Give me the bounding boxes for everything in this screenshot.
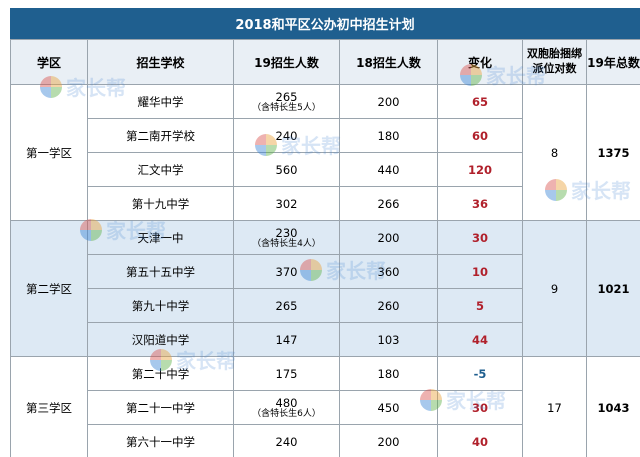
table-row: 第三学区 第二十中学 175 180 -5 17 1043 xyxy=(10,356,640,457)
header-school: 招生学校 xyxy=(87,39,234,85)
change-cell: 65 xyxy=(437,84,523,119)
enroll-2019-cell: 265 xyxy=(233,288,340,323)
enroll-2019-cell: 230 （含特长生4人） xyxy=(233,220,340,255)
school-cell: 汉阳道中学 xyxy=(87,322,234,357)
header-twins-line2: 派位对数 xyxy=(532,62,577,75)
enroll-2019-value: 230 xyxy=(275,225,298,240)
enroll-2019-value: 175 xyxy=(275,366,298,381)
enroll-2018-cell: 440 xyxy=(339,152,438,187)
page-title: 2018和平区公办初中招生计划 xyxy=(10,8,640,39)
header-change: 变化 xyxy=(437,39,523,85)
enroll-2018-cell: 180 xyxy=(339,118,438,153)
enroll-2018-cell: 180 xyxy=(339,356,438,391)
header-twins-line1: 双胞胎捆绑 xyxy=(527,47,582,61)
enroll-2019-cell: 240 xyxy=(233,118,340,153)
enroll-2018-cell: 450 xyxy=(339,390,438,425)
enroll-2019-cell: 240 xyxy=(233,424,340,457)
table-row: 第二学区 天津一中 230 （含特长生4人） 200 30 9 1021 xyxy=(10,220,640,357)
total-cell: 1375 xyxy=(586,84,640,221)
header-2019: 19招生人数 xyxy=(233,39,340,85)
table-row: 第一学区 耀华中学 265 （含特长生5人） 200 65 8 1375 xyxy=(10,84,640,221)
change-cell: 44 xyxy=(437,322,523,357)
enroll-2019-cell: 175 xyxy=(233,356,340,391)
enroll-2019-cell: 480 （含特长生6人） xyxy=(233,390,340,425)
enroll-2019-cell: 265 （含特长生5人） xyxy=(233,84,340,119)
enroll-2019-cell: 370 xyxy=(233,254,340,289)
enroll-2019-value: 147 xyxy=(275,332,298,347)
school-cell: 第十九中学 xyxy=(87,186,234,221)
header-row: 学区 招生学校 19招生人数 18招生人数 变化 双胞胎捆绑 派位对数 19年总… xyxy=(10,39,640,85)
twins-cell: 8 xyxy=(522,84,587,221)
total-cell: 1021 xyxy=(586,220,640,357)
change-cell: 10 xyxy=(437,254,523,289)
enroll-2019-value: 240 xyxy=(275,434,298,449)
enroll-2018-cell: 200 xyxy=(339,220,438,255)
table-row: 汇文中学 560 440 120 xyxy=(11,152,640,187)
enrollment-table: 学区 招生学校 19招生人数 18招生人数 变化 双胞胎捆绑 派位对数 19年总… xyxy=(10,39,640,457)
enroll-2018-cell: 103 xyxy=(339,322,438,357)
enroll-2018-cell: 200 xyxy=(339,424,438,457)
specialty-note: （含特长生4人） xyxy=(252,238,321,249)
table-row: 第二南开学校 240 180 60 xyxy=(11,118,640,153)
change-cell: 36 xyxy=(437,186,523,221)
school-cell: 第二十中学 xyxy=(87,356,234,391)
district-cell: 第二学区 xyxy=(10,220,88,357)
header-total: 19年总数 xyxy=(586,39,640,85)
enroll-2019-value: 265 xyxy=(275,89,298,104)
change-cell: 40 xyxy=(437,424,523,457)
header-2018: 18招生人数 xyxy=(339,39,438,85)
enroll-2018-cell: 260 xyxy=(339,288,438,323)
total-cell: 1043 xyxy=(586,356,640,457)
table-row: 第十九中学 302 266 36 xyxy=(11,186,640,221)
district-cell: 第一学区 xyxy=(10,84,88,221)
change-cell: 30 xyxy=(437,390,523,425)
enroll-2019-value: 240 xyxy=(275,128,298,143)
header-district: 学区 xyxy=(10,39,88,85)
change-cell: -5 xyxy=(437,356,523,391)
school-cell: 汇文中学 xyxy=(87,152,234,187)
enroll-2019-cell: 560 xyxy=(233,152,340,187)
twins-cell: 17 xyxy=(522,356,587,457)
change-cell: 120 xyxy=(437,152,523,187)
specialty-note: （含特长生6人） xyxy=(252,408,321,419)
school-cell: 第二南开学校 xyxy=(87,118,234,153)
table-row: 第五十五中学 370 360 10 xyxy=(11,254,640,289)
enroll-2018-cell: 360 xyxy=(339,254,438,289)
table-body: 第一学区 耀华中学 265 （含特长生5人） 200 65 8 1375 第二南开学校 240 18… xyxy=(10,84,640,457)
district-cell: 第三学区 xyxy=(10,356,88,457)
school-cell: 第二十一中学 xyxy=(87,390,234,425)
enroll-2019-value: 370 xyxy=(275,264,298,279)
header-twins: 双胞胎捆绑 派位对数 xyxy=(522,39,587,85)
enroll-2018-cell: 266 xyxy=(339,186,438,221)
twins-cell: 9 xyxy=(522,220,587,357)
school-cell: 第五十五中学 xyxy=(87,254,234,289)
enroll-2019-value: 302 xyxy=(275,196,298,211)
school-cell: 第九十中学 xyxy=(87,288,234,323)
school-cell: 第六十一中学 xyxy=(87,424,234,457)
change-cell: 60 xyxy=(437,118,523,153)
change-cell: 30 xyxy=(437,220,523,255)
school-cell: 天津一中 xyxy=(87,220,234,255)
enroll-2019-value: 265 xyxy=(275,298,298,313)
change-cell: 5 xyxy=(437,288,523,323)
table-row: 汉阳道中学 147 103 44 xyxy=(11,322,640,357)
enroll-2019-value: 560 xyxy=(275,162,298,177)
enroll-2019-cell: 302 xyxy=(233,186,340,221)
table-row: 第六十一中学 240 200 40 xyxy=(11,424,640,457)
enroll-2019-value: 480 xyxy=(275,395,298,410)
school-cell: 耀华中学 xyxy=(87,84,234,119)
enroll-2019-cell: 147 xyxy=(233,322,340,357)
specialty-note: （含特长生5人） xyxy=(252,102,321,113)
enroll-2018-cell: 200 xyxy=(339,84,438,119)
